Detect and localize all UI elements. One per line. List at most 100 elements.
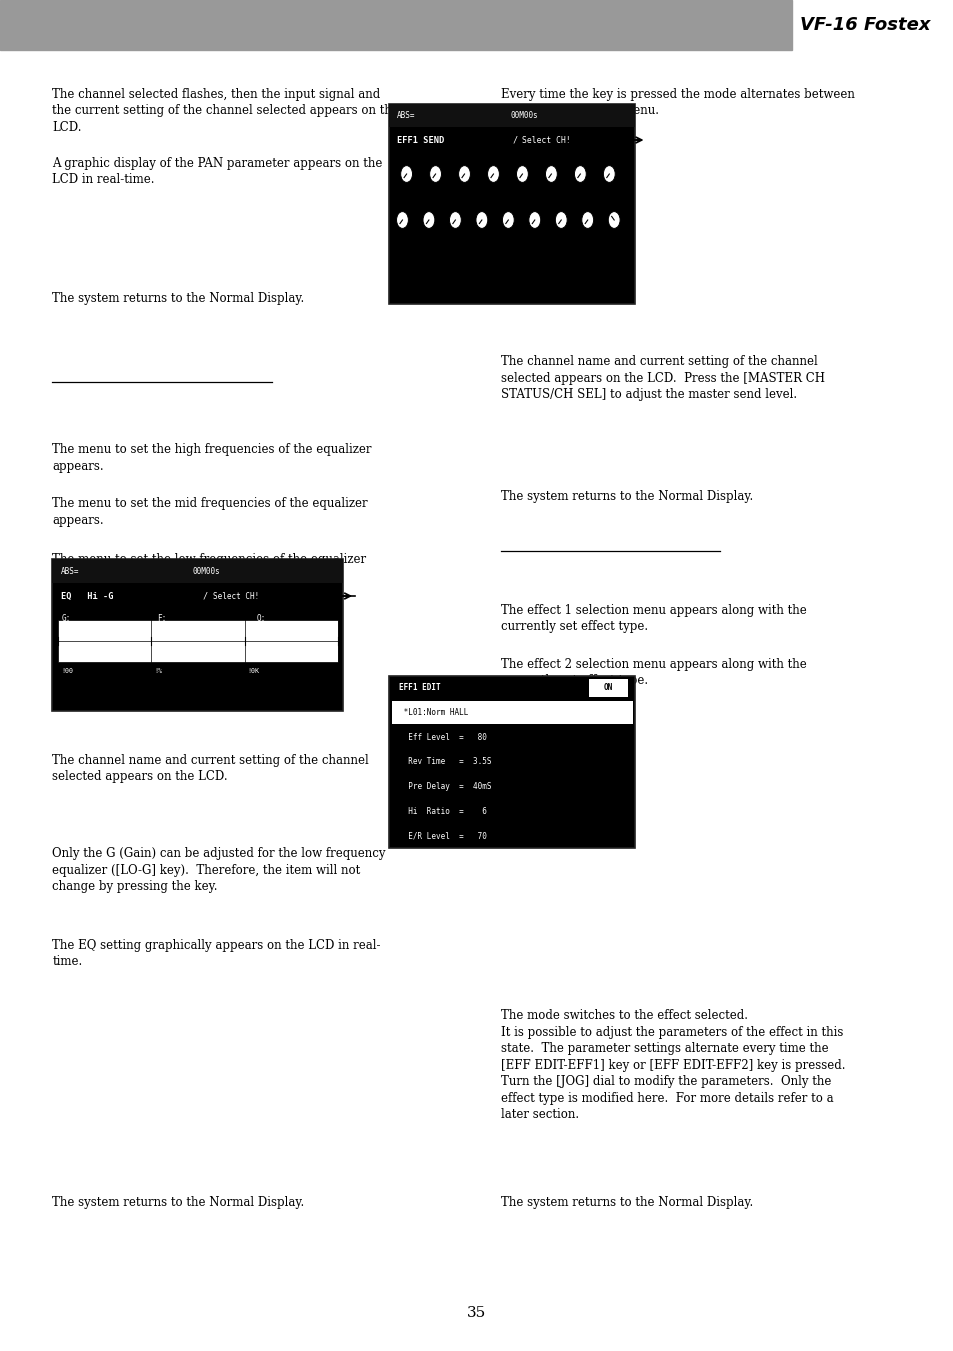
Text: 00: 00 <box>489 185 497 190</box>
Bar <box>58 620 337 662</box>
Text: The system returns to the Normal Display.: The system returns to the Normal Display… <box>500 1196 752 1209</box>
Circle shape <box>449 212 461 228</box>
Text: 00: 00 <box>451 231 459 236</box>
Text: Select CH!: Select CH! <box>213 592 258 600</box>
Text: 10: 10 <box>424 203 433 209</box>
Text: Pre Delay  =  40mS: Pre Delay = 40mS <box>398 782 491 792</box>
Circle shape <box>608 212 619 228</box>
Text: 9: 9 <box>400 203 404 209</box>
Text: 00: 00 <box>547 185 555 190</box>
Circle shape <box>400 166 412 182</box>
Bar <box>389 104 635 127</box>
Bar <box>52 559 343 711</box>
Text: !0K: !0K <box>247 669 259 674</box>
Text: A graphic display of the PAN parameter appears on the
LCD in real-time.: A graphic display of the PAN parameter a… <box>52 157 382 186</box>
Text: 2: 2 <box>433 157 437 163</box>
Text: VF-16 Fostex: VF-16 Fostex <box>799 16 929 34</box>
Bar <box>588 678 627 697</box>
Circle shape <box>458 166 470 182</box>
Circle shape <box>422 212 435 228</box>
Circle shape <box>476 212 487 228</box>
Text: EFF1 EDIT: EFF1 EDIT <box>398 684 440 692</box>
Bar <box>0 0 791 50</box>
Bar <box>52 559 343 582</box>
Circle shape <box>516 166 528 182</box>
Text: Only the G (Gain) can be adjusted for the low frequency
equalizer ([LO-G] key). : Only the G (Gain) can be adjusted for th… <box>52 847 386 893</box>
Text: Every time the key is pressed the mode alternates between
the EFF1 and EFF2 menu: Every time the key is pressed the mode a… <box>500 88 854 118</box>
Text: EQ   Hi -G: EQ Hi -G <box>61 592 113 600</box>
Text: The menu to set the low frequencies of the equalizer
appears.: The menu to set the low frequencies of t… <box>52 553 366 582</box>
Text: The EQ setting graphically appears on the LCD in real-
time.: The EQ setting graphically appears on th… <box>52 939 380 969</box>
Text: The system returns to the Normal Display.: The system returns to the Normal Display… <box>52 1196 304 1209</box>
Bar <box>392 701 632 724</box>
Text: G:: G: <box>61 613 71 623</box>
Text: 1: 1 <box>404 157 408 163</box>
Text: 4: 4 <box>491 157 495 163</box>
Text: Rev Time   =  3.5S: Rev Time = 3.5S <box>398 758 491 766</box>
Circle shape <box>581 212 593 228</box>
Circle shape <box>555 212 567 228</box>
Text: 00M00s: 00M00s <box>510 111 537 120</box>
Text: The channel selected flashes, then the input signal and
the current setting of t: The channel selected flashes, then the i… <box>52 88 399 134</box>
Text: The effect 1 selection menu appears along with the
currently set effect type.: The effect 1 selection menu appears alon… <box>500 604 805 634</box>
Text: ABS=: ABS= <box>61 566 80 576</box>
Text: 8: 8 <box>607 157 611 163</box>
Text: Hi  Ratio  =    6: Hi Ratio = 6 <box>398 807 486 816</box>
Text: 00: 00 <box>424 231 433 236</box>
Text: 35: 35 <box>467 1306 486 1320</box>
Text: 16: 16 <box>583 203 591 209</box>
Text: !%: !% <box>154 669 162 674</box>
Text: /: / <box>202 592 208 600</box>
Text: 00: 00 <box>576 185 584 190</box>
Text: 00: 00 <box>583 231 591 236</box>
Bar <box>389 676 635 848</box>
Text: ABS=: ABS= <box>396 111 415 120</box>
Text: 00: 00 <box>398 231 406 236</box>
Circle shape <box>528 212 540 228</box>
Circle shape <box>602 166 615 182</box>
Text: The channel name and current setting of the channel
selected appears on the LCD.: The channel name and current setting of … <box>500 355 824 401</box>
Text: F:: F: <box>157 613 166 623</box>
Circle shape <box>502 212 514 228</box>
Text: 00: 00 <box>504 231 512 236</box>
Text: ON: ON <box>603 684 612 692</box>
Text: The system returns to the Normal Display.: The system returns to the Normal Display… <box>52 292 304 305</box>
Text: *L01:Norm HALL: *L01:Norm HALL <box>398 708 468 717</box>
Text: 5: 5 <box>520 157 524 163</box>
Text: 3: 3 <box>462 157 466 163</box>
Circle shape <box>487 166 498 182</box>
Text: 11: 11 <box>451 203 459 209</box>
Text: The effect 2 selection menu appears along with the
currently set effect type.: The effect 2 selection menu appears alon… <box>500 658 805 688</box>
Text: The mode switches to the effect selected.
It is possible to adjust the parameter: The mode switches to the effect selected… <box>500 1009 844 1121</box>
Text: The menu to set the mid frequencies of the equalizer
appears.: The menu to set the mid frequencies of t… <box>52 497 368 527</box>
Circle shape <box>574 166 586 182</box>
Text: 15: 15 <box>557 203 565 209</box>
Text: Q:: Q: <box>255 613 265 623</box>
Text: 00: 00 <box>557 231 565 236</box>
Text: 7: 7 <box>578 157 581 163</box>
Circle shape <box>545 166 557 182</box>
Text: 80: 80 <box>610 231 618 236</box>
Text: Select CH!: Select CH! <box>521 135 570 145</box>
Circle shape <box>396 212 408 228</box>
Text: /: / <box>512 135 517 145</box>
Text: !00: !00 <box>61 669 73 674</box>
Circle shape <box>429 166 441 182</box>
Text: 13: 13 <box>504 203 512 209</box>
Text: 00: 00 <box>431 185 439 190</box>
Bar <box>389 104 635 304</box>
Text: 6: 6 <box>549 157 553 163</box>
Text: The channel name and current setting of the channel
selected appears on the LCD.: The channel name and current setting of … <box>52 754 369 784</box>
Text: MST: MST <box>609 204 618 208</box>
Text: The menu to set the high frequencies of the equalizer
appears.: The menu to set the high frequencies of … <box>52 443 372 473</box>
Text: 00: 00 <box>460 185 468 190</box>
Text: 00: 00 <box>477 231 485 236</box>
Text: 00: 00 <box>517 185 526 190</box>
Text: EFF1 SEND: EFF1 SEND <box>396 135 443 145</box>
Text: 00M00s: 00M00s <box>193 566 220 576</box>
Text: 00: 00 <box>604 185 613 190</box>
Text: E/R Level  =   70: E/R Level = 70 <box>398 832 486 840</box>
Text: 00: 00 <box>402 185 410 190</box>
Text: The system returns to the Normal Display.: The system returns to the Normal Display… <box>500 490 752 504</box>
Text: 00: 00 <box>530 231 538 236</box>
